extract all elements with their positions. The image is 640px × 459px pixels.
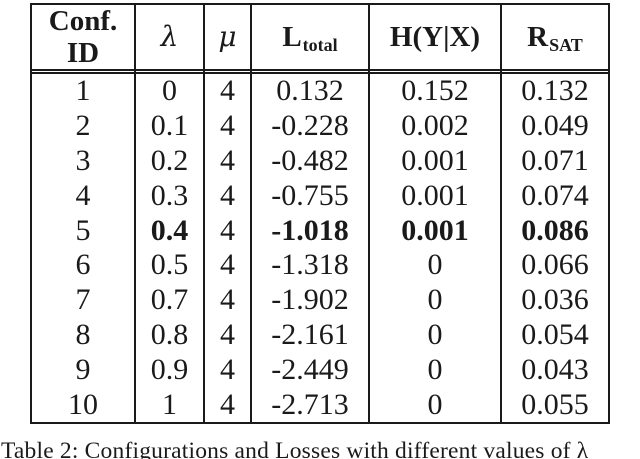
- table-cell: 0.9: [136, 352, 205, 388]
- table-cell: -2.161: [252, 317, 370, 353]
- header-conf-line2: ID: [66, 37, 100, 69]
- table-cell: 0.7: [136, 282, 205, 318]
- table-cell: 4: [205, 282, 252, 318]
- table-cell: 0.055: [521, 387, 589, 421]
- header-conf-id: Conf. ID: [32, 5, 136, 69]
- header-h-y-given-x: H(Y|X): [370, 5, 502, 69]
- table-cell: 0.5: [136, 247, 205, 283]
- table-cell: 1: [32, 74, 136, 109]
- table-cell-bold: 0.4: [136, 213, 205, 248]
- table-cell: 4: [205, 74, 252, 109]
- table-cell-bold: 0.001: [370, 213, 502, 248]
- table-cell: 0.132: [252, 74, 370, 109]
- table-cell: 0.001: [370, 178, 502, 214]
- table-cell: 0: [370, 317, 502, 353]
- table-cell: 0: [370, 387, 502, 422]
- table-cell: 0.3: [136, 178, 205, 214]
- header-rule: [32, 69, 136, 74]
- table-cell: -2.713: [252, 387, 370, 422]
- table-cell: 0: [370, 352, 502, 388]
- table-cell: 0.054: [521, 317, 589, 351]
- table-cell: -1.902: [252, 282, 370, 318]
- header-rule: [370, 69, 502, 74]
- table-cell: 0.1: [136, 108, 205, 144]
- table-cell-bold: 0.086: [521, 213, 589, 247]
- table-cell: 4: [205, 247, 252, 283]
- table-cell: -0.482: [252, 143, 370, 179]
- table-cell: 1: [136, 387, 205, 422]
- table-cell-bold: -1.018: [252, 213, 370, 248]
- lambda-symbol: λ: [160, 20, 179, 53]
- l-total-main: L: [282, 20, 302, 53]
- header-rule: [502, 69, 608, 74]
- table-cell: 0.049: [521, 109, 589, 143]
- table-cell: 0.002: [370, 108, 502, 144]
- table-cell: 4: [32, 178, 136, 214]
- r-sat-main: R: [527, 20, 549, 53]
- table-cell: 4: [205, 178, 252, 214]
- table-cell: 0.2: [136, 143, 205, 179]
- table-cell: 2: [32, 108, 136, 144]
- table-cell: -0.755: [252, 178, 370, 214]
- table-cell: 0.8: [136, 317, 205, 353]
- table-cell: 5: [32, 213, 136, 248]
- table-cell: 0: [370, 247, 502, 283]
- table-cell: 3: [32, 143, 136, 179]
- table-cell: 0.132: [521, 74, 589, 108]
- r-sat-subscript: SAT: [549, 34, 583, 55]
- table-cell: 9: [32, 352, 136, 388]
- table-cell: 0: [370, 282, 502, 318]
- header-lambda: λ: [136, 5, 205, 69]
- table-cell: 7: [32, 282, 136, 318]
- table-cell: 4: [205, 143, 252, 179]
- table-cell: 4: [205, 213, 252, 248]
- header-mu: μ: [205, 5, 252, 69]
- table-cell: 0.036: [521, 283, 589, 317]
- table-cell: -1.318: [252, 247, 370, 283]
- h-y-given-x-label: H(Y|X): [389, 20, 481, 53]
- header-rule: [252, 69, 370, 74]
- table-cell: 0.066: [521, 248, 589, 282]
- table-cell: 4: [205, 108, 252, 144]
- l-total-subscript: total: [302, 34, 338, 55]
- mu-symbol: μ: [218, 20, 237, 53]
- table-cell: 0: [136, 74, 205, 109]
- header-r-sat: R SAT: [502, 5, 608, 69]
- table-cell: 6: [32, 247, 136, 283]
- table-cell: 0.043: [521, 352, 589, 386]
- table-cell: 4: [205, 317, 252, 353]
- table-cell: 4: [205, 352, 252, 388]
- results-table: Conf. ID λ μ L total H(Y|X) R SAT 1 0 4: [30, 3, 610, 424]
- table-cell: 0.001: [370, 143, 502, 179]
- header-l-total: L total: [252, 5, 370, 69]
- table-cell: 8: [32, 317, 136, 353]
- header-rule: [136, 69, 205, 74]
- table-cell: 0.071: [521, 143, 589, 177]
- table-cell: 4: [205, 387, 252, 422]
- table-cell: 10: [32, 387, 136, 422]
- table-cell: -2.449: [252, 352, 370, 388]
- table-cell: -0.228: [252, 108, 370, 144]
- table-cell: 0.152: [370, 74, 502, 109]
- header-conf-line1: Conf.: [48, 5, 118, 37]
- header-rule: [205, 69, 252, 74]
- table-caption: Table 2: Configurations and Losses with …: [1, 438, 589, 459]
- table-cell: 0.074: [521, 178, 589, 212]
